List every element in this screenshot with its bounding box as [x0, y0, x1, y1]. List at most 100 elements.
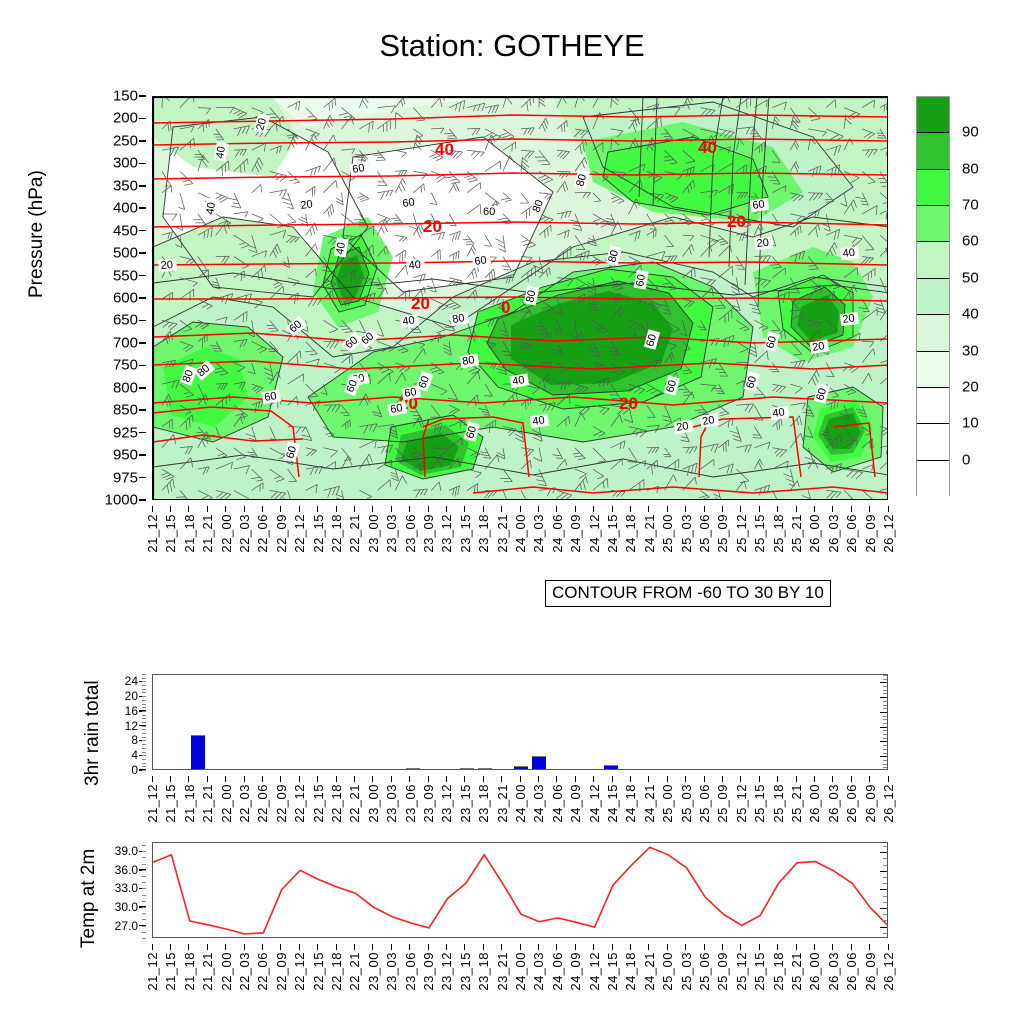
rain-minor-tick-right — [883, 704, 887, 706]
rain-time-axis-tick — [721, 776, 724, 782]
temp-time-axis-tick-label: 23_06 — [402, 952, 418, 991]
rain-time-axis-tick-label: 26_12 — [881, 784, 896, 823]
rain-bar — [460, 767, 474, 769]
temp-minor-tick-right — [883, 932, 887, 934]
temp-minor-tick-right — [883, 858, 887, 860]
main-time-axis-tick — [353, 506, 356, 512]
colorbar-band — [917, 278, 949, 316]
rain-time-axis-tick-label: 22_15 — [310, 784, 326, 823]
pressure-tick — [139, 252, 146, 254]
temp-minor-tick — [142, 863, 146, 865]
svg-text:60: 60 — [417, 374, 432, 390]
rain-time-axis-tick — [427, 776, 429, 782]
pressure-tick — [139, 409, 146, 411]
svg-text:20: 20 — [160, 259, 173, 272]
rain-bar — [478, 767, 492, 769]
svg-text:60: 60 — [474, 254, 488, 268]
temp-time-axis-tick — [261, 944, 264, 950]
temp-time-axis-tick-label: 24_21 — [641, 952, 657, 991]
temp-minor-tick — [142, 857, 146, 859]
temp-time-axis-tick — [243, 944, 245, 950]
svg-text:20: 20 — [423, 217, 442, 236]
rain-time-axis-tick — [648, 776, 650, 782]
rain-minor-tick — [142, 688, 146, 690]
rain-minor-tick-right — [880, 697, 887, 699]
rain-minor-tick — [142, 744, 146, 746]
rain-time-axis-tick-label: 23_12 — [439, 784, 455, 823]
pressure-tick-label: 200 — [112, 109, 138, 127]
temp-tick — [139, 850, 146, 852]
svg-text:20: 20 — [842, 312, 856, 326]
rain-tick-label: 4 — [131, 748, 138, 763]
colorbar-tick-label: 30 — [962, 342, 979, 360]
temp-time-axis-tick-label: 22_00 — [218, 952, 234, 991]
main-time-axis-tick — [519, 506, 521, 512]
temp-time-axis-tick-label: 21_12 — [145, 952, 160, 991]
main-time-axis-tick — [869, 506, 871, 512]
temp-time-axis-tick-label: 25_12 — [733, 952, 749, 991]
rain-minor-tick-right — [883, 745, 887, 747]
main-time-axis-tick — [611, 506, 613, 512]
colorbar-tick-label: 60 — [962, 232, 979, 250]
temp-time-axis-tick-label: 26_06 — [844, 952, 860, 991]
colorbar-band — [917, 460, 949, 497]
rain-time-axis-tick — [611, 776, 613, 782]
svg-text:60: 60 — [644, 333, 659, 348]
rain-minor-tick — [142, 707, 146, 709]
temp-time-axis-tick-label: 25_21 — [789, 952, 804, 991]
svg-text:40: 40 — [532, 414, 546, 428]
main-time-axis-tick — [795, 506, 797, 512]
rain-time-axis-tick — [317, 776, 319, 782]
main-time-axis-tick — [703, 506, 705, 512]
svg-text:0: 0 — [501, 298, 510, 317]
temp-minor-tick — [142, 894, 146, 896]
main-time-axis-tick-label: 25_15 — [752, 514, 768, 553]
colorbar-tick-label: 70 — [962, 196, 979, 214]
colorbar-band — [917, 242, 949, 279]
main-time-axis-tick — [758, 506, 760, 512]
rain-minor-tick-right — [883, 708, 887, 710]
svg-text:60: 60 — [263, 390, 277, 404]
rain-time-axis-tick — [445, 776, 448, 782]
temp-time-axis-tick — [482, 944, 484, 950]
temp-time-axis-tick-label: 22_21 — [347, 952, 363, 991]
main-time-axis-tick-label: 25_09 — [715, 514, 731, 553]
rain-time-axis-tick — [832, 776, 834, 782]
rain-time-axis-tick — [777, 776, 779, 782]
pressure-tick-label: 150 — [112, 87, 138, 105]
main-time-axis-tick — [740, 506, 742, 512]
pressure-tick — [139, 140, 146, 142]
temp-time-axis-tick-label: 23_00 — [365, 952, 381, 991]
rain-time-axis-tick — [574, 776, 576, 782]
main-time-axis-tick — [390, 506, 392, 512]
pressure-tick — [139, 454, 146, 456]
rh-contour-lines — [153, 97, 887, 480]
rain-time-axis-tick — [850, 776, 852, 782]
svg-text:80: 80 — [451, 312, 465, 326]
main-time-axis-tick — [482, 506, 484, 512]
svg-text:60: 60 — [744, 375, 759, 390]
temperature-contours — [153, 114, 887, 494]
temp-minor-tick — [142, 919, 146, 921]
rain-time-axis-tick-label: 24_21 — [641, 784, 657, 823]
temp-time-axis-tick-label: 25_09 — [715, 952, 731, 991]
rain-minor-tick-right — [883, 723, 887, 724]
main-time-axis-tick-label: 26_03 — [825, 514, 841, 553]
main-time-axis-tick-label: 22_06 — [255, 514, 271, 553]
temp-time-axis-tick-label: 23_15 — [457, 952, 473, 991]
main-time-axis-tick-label: 22_12 — [292, 514, 308, 553]
temp-minor-tick-right — [883, 864, 887, 866]
main-time-axis-tick-label: 24_09 — [568, 514, 584, 553]
temp-minor-tick — [142, 869, 146, 871]
svg-text:20: 20 — [411, 294, 430, 313]
main-time-axis-tick-label: 24_00 — [513, 514, 528, 553]
temp-time-axis-tick — [188, 944, 190, 950]
main-time-axis-tick-label: 26_09 — [862, 514, 878, 553]
svg-text:40: 40 — [214, 145, 228, 159]
rain-minor-tick-right — [880, 682, 887, 684]
temp-time-axis-tick — [464, 944, 466, 950]
rain-time-axis-tick-label: 23_09 — [421, 784, 436, 823]
temp-time-axis-tick — [611, 944, 613, 950]
svg-text:40: 40 — [772, 406, 786, 420]
